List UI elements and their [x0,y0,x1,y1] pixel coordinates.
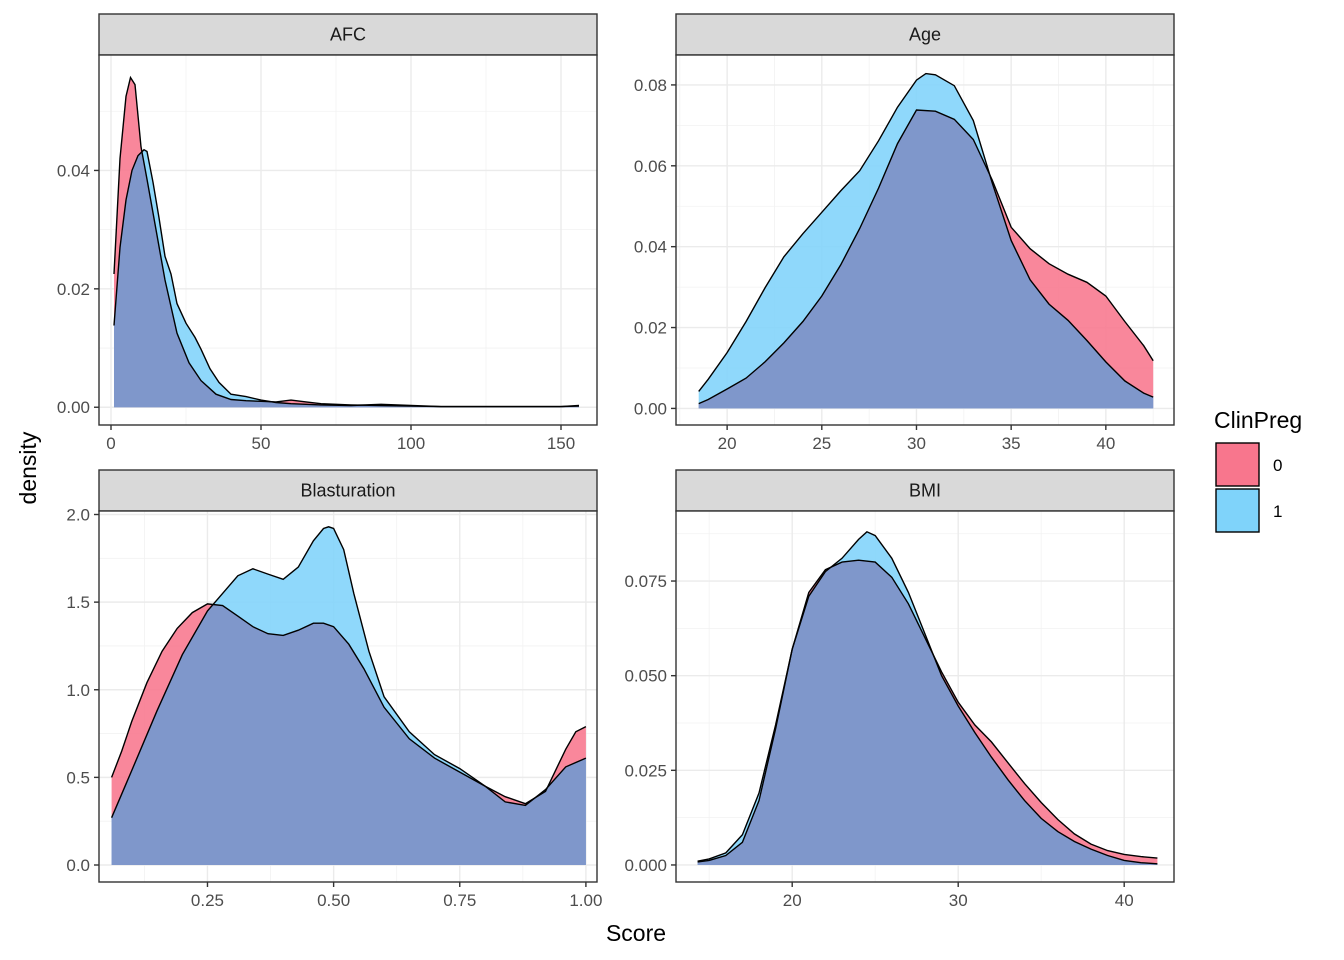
y-tick-label: 0.06 [634,157,667,176]
x-tick-label: 30 [949,891,968,910]
facet-bmi: BMI 20 30 40 0.000 0.025 0.050 0.075 [624,469,1175,910]
x-tick-label: 0 [106,434,115,453]
facet-strip-label: AFC [330,25,366,45]
y-tick-label: 0.00 [57,398,90,417]
x-tick-label: 35 [1002,434,1021,453]
y-tick-label: 1.5 [66,593,90,612]
y-tick-label: 0.050 [624,667,667,686]
y-tick-label: 0.000 [624,856,667,875]
panel-border [675,510,1175,883]
x-tick-label: 100 [397,434,425,453]
x-tick-label: 40 [1115,891,1134,910]
density-line-0 [698,109,1154,405]
density-line-1 [697,530,1158,865]
facet-afc: AFC 0 50 100 150 0.00 0.02 0.04 [57,13,598,453]
facet-strip [98,13,598,56]
x-tick-label: 0.50 [317,891,350,910]
x-tick-label: 50 [252,434,271,453]
x-tick-label: 0.75 [443,891,476,910]
x-axis-title: Score [606,920,666,946]
panel-border [98,54,598,426]
y-tick-label: 0.0 [66,856,90,875]
density-line-1 [110,526,587,818]
density-line-1 [113,148,580,408]
x-tick-label: 0.25 [191,891,224,910]
y-tick-label: 0.00 [634,399,667,418]
density-overlap-area [697,560,1158,865]
y-tick-label: 0.04 [57,161,90,180]
density-line-0 [113,75,580,408]
y-axis-title: density [15,431,41,504]
facet-strip-label: Blasturation [300,481,395,501]
y-tick-label: 0.025 [624,761,667,780]
facet-strip [98,469,598,512]
legend-title: ClinPreg [1214,407,1302,433]
density-line-1 [698,72,1154,398]
x-tick-label: 40 [1096,434,1115,453]
facet-blasturation: Blasturation 0.25 0.50 0.75 1.00 0.0 0.5 1.0 1.5… [66,469,602,910]
facet-strip-label: Age [909,25,941,45]
panel-border [675,54,1175,426]
y-tick-label: 2.0 [66,506,90,525]
facet-strip [675,469,1175,512]
facet-panels: AFC 0 50 100 150 0.00 0.02 0.04 Age 20 25 30 35 40 0.0… [57,13,1175,910]
legend-label-1: 1 [1273,502,1282,521]
x-tick-label: 150 [547,434,575,453]
x-tick-label: 20 [783,891,802,910]
legend-label-0: 0 [1273,456,1282,475]
x-tick-label: 1.00 [569,891,602,910]
density-overlap-area [114,151,579,408]
y-tick-label: 0.02 [634,319,667,338]
facet-strip [675,13,1175,56]
y-tick-label: 1.0 [66,681,90,700]
density-line-0 [110,603,587,805]
y-tick-label: 0.075 [624,572,667,591]
facet-age: Age 20 25 30 35 40 0.00 0.02 0.04 0.06 0.08 [634,13,1175,453]
y-tick-label: 0.02 [57,280,90,299]
x-tick-label: 20 [718,434,737,453]
density-overlap-area [698,110,1154,409]
y-tick-label: 0.5 [66,768,90,787]
x-tick-label: 30 [907,434,926,453]
x-tick-label: 25 [812,434,831,453]
y-tick-label: 0.08 [634,76,667,95]
legend-key-1 [1215,488,1260,533]
facet-strip-label: BMI [909,481,941,501]
density-overlap-area [111,604,586,865]
panel-border [98,510,598,883]
legend-key-0 [1215,442,1260,487]
y-tick-label: 0.04 [634,238,667,257]
density-line-0 [697,559,1158,863]
legend: ClinPreg 0 1 [1214,407,1302,533]
